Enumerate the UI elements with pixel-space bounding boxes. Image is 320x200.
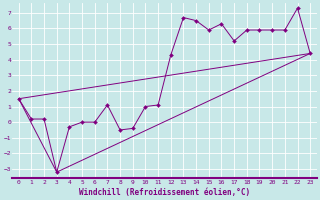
X-axis label: Windchill (Refroidissement éolien,°C): Windchill (Refroidissement éolien,°C) xyxy=(79,188,250,197)
